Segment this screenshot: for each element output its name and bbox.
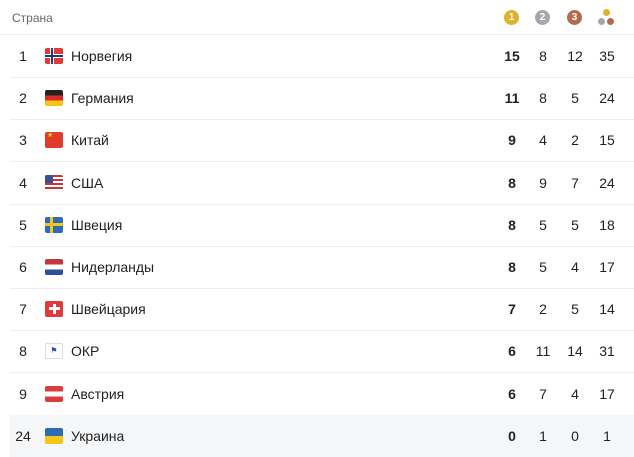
rank: 3	[19, 132, 27, 149]
bronze-count: 5	[571, 301, 579, 318]
flag-roc-icon: ⚑	[45, 343, 63, 360]
bronze-count: 7	[571, 174, 579, 191]
flag-switzerland-icon	[45, 301, 63, 318]
table-row[interactable]: 24 Украина 0 1 0 1	[10, 414, 634, 457]
total-medals-icon	[598, 9, 616, 27]
total-count: 17	[599, 259, 615, 275]
country-name: Нидерланды	[71, 259, 155, 275]
gold-count: 15	[504, 48, 520, 64]
table-row[interactable]: 9 Австрия 6 7 4 17	[10, 373, 634, 416]
rank: 2	[19, 90, 27, 107]
silver-count: 5	[539, 259, 547, 275]
rank: 1	[19, 48, 27, 64]
country-name: Швеция	[71, 216, 123, 233]
bronze-count: 5	[571, 90, 579, 107]
rank: 6	[19, 259, 27, 275]
silver-count: 4	[539, 132, 547, 149]
total-count: 35	[599, 48, 615, 64]
gold-count: 0	[508, 427, 516, 444]
table-row[interactable]: 4 США 8 9 7 24	[10, 162, 634, 205]
total-count: 14	[599, 301, 615, 318]
gold-count: 11	[504, 90, 520, 107]
gold-count: 6	[508, 343, 516, 360]
bronze-count: 5	[571, 216, 579, 233]
rank: 9	[19, 385, 27, 402]
silver-count: 11	[535, 343, 551, 360]
silver-medal-icon: 2	[535, 10, 550, 25]
silver-count: 8	[539, 90, 547, 107]
bronze-count: 14	[567, 343, 583, 360]
bronze-count: 0	[571, 427, 579, 444]
rank: 4	[19, 174, 27, 191]
bronze-count: 4	[571, 259, 579, 275]
silver-count: 7	[539, 385, 547, 402]
country-name: Швейцария	[71, 301, 146, 318]
total-count: 24	[599, 90, 615, 107]
silver-count: 8	[539, 48, 547, 64]
table-row[interactable]: 2 Германия 11 8 5 24	[10, 77, 634, 121]
country-name: Германия	[71, 90, 134, 107]
gold-count: 9	[508, 132, 516, 149]
rank: 5	[19, 216, 27, 233]
gold-medal-icon: 1	[504, 10, 519, 25]
country-name: ОКР	[71, 343, 100, 360]
table-row[interactable]: 3 ★ Китай 9 4 2 15	[10, 119, 634, 163]
gold-count: 8	[508, 216, 516, 233]
flag-austria-icon	[45, 385, 63, 402]
gold-count: 6	[508, 385, 516, 402]
country-name: Норвегия	[71, 48, 133, 64]
rank: 24	[15, 427, 31, 444]
total-count: 17	[599, 385, 615, 402]
flag-norway-icon	[45, 48, 63, 64]
table-row[interactable]: 7 Швейцария 7 2 5 14	[10, 288, 634, 332]
bronze-count: 12	[567, 48, 583, 64]
country-name: Австрия	[71, 385, 125, 402]
total-count: 18	[599, 216, 615, 233]
flag-germany-icon	[45, 90, 63, 107]
silver-count: 9	[539, 174, 547, 191]
table-row[interactable]: 8 ⚑ ОКР 6 11 14 31	[10, 330, 634, 374]
silver-count: 1	[539, 427, 547, 444]
table-header: Страна 1 2 3	[0, 0, 634, 35]
silver-count: 5	[539, 216, 547, 233]
gold-count: 8	[508, 174, 516, 191]
rank: 8	[19, 343, 27, 360]
country-name: США	[71, 174, 104, 191]
flag-usa-icon	[45, 174, 63, 191]
table-row[interactable]: 1 Норвегия 15 8 12 35	[10, 35, 634, 78]
total-count: 31	[599, 343, 615, 360]
rank: 7	[19, 301, 27, 318]
silver-count: 2	[539, 301, 547, 318]
bronze-medal-icon: 3	[567, 10, 582, 25]
total-count: 1	[603, 427, 611, 444]
flag-ukraine-icon	[45, 427, 63, 444]
total-count: 24	[599, 174, 615, 191]
bronze-count: 4	[571, 385, 579, 402]
country-name: Украина	[71, 427, 125, 444]
flag-netherlands-icon	[45, 259, 63, 275]
gold-count: 8	[508, 259, 516, 275]
table-row[interactable]: 6 Нидерланды 8 5 4 17	[10, 246, 634, 289]
flag-sweden-icon	[45, 216, 63, 233]
table-row[interactable]: 5 Швеция 8 5 5 18	[10, 204, 634, 247]
country-name: Китай	[71, 132, 109, 149]
bronze-count: 2	[571, 132, 579, 149]
flag-china-icon: ★	[45, 132, 63, 149]
total-count: 15	[599, 132, 615, 149]
gold-count: 7	[508, 301, 516, 318]
country-column-header: Страна	[12, 11, 53, 25]
